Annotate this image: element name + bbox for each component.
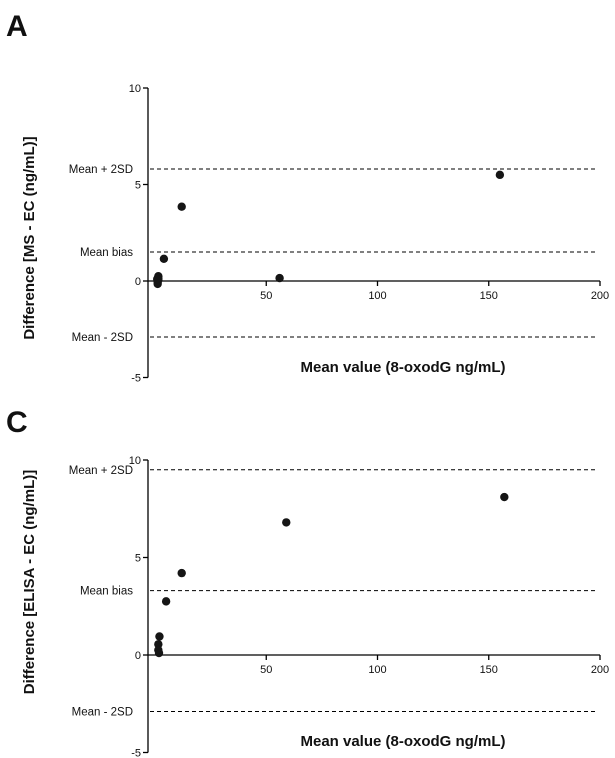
- panel-c-data-point-2: [177, 568, 186, 578]
- panel-c-ytick-label-2: 5: [135, 553, 141, 565]
- panel-c-xtick-label-1: 100: [368, 664, 386, 676]
- panel-a-plot-area: Mean + 2SD Mean bias Mean - 2SD -5 0 5 10 50 100…: [69, 83, 609, 385]
- panel-a-refline-label-2: Mean - 2SD: [72, 332, 133, 344]
- panel-c-refline-label-0: Mean + 2SD: [69, 465, 133, 477]
- panel-c-ytick-label-0: -5: [131, 748, 141, 758]
- panel-a-data-point-2: [159, 254, 169, 264]
- panel-a-xlabel: Mean value (8-oxodG ng/mL): [300, 359, 505, 376]
- panel-a-xtick-label-1: 100: [368, 290, 386, 302]
- panel-c-ylabel: Difference [ELISA - EC (ng/mL)]: [21, 470, 38, 694]
- panel-a-data-point-1: [177, 202, 186, 211]
- panel-c-ytick-label-1: 0: [135, 650, 141, 662]
- panel-a-ytick-label-3: 10: [129, 83, 141, 95]
- panel-c-refline-label-1: Mean bias: [80, 586, 133, 598]
- panel-a-ylabel: Difference [MS - EC (ng/mL)]: [21, 136, 38, 339]
- panel-c-data-point-0: [500, 492, 509, 502]
- panel-c: C Difference [ELISA - EC (ng/mL)] Mean v…: [6, 406, 609, 758]
- panel-a-ytick-label-2: 5: [135, 180, 141, 192]
- panel-c-data-point-7: [154, 648, 164, 658]
- panel-c-plot-area: Mean + 2SD Mean bias Mean - 2SD -5 0 5 10 50 100…: [69, 455, 609, 758]
- panel-a-xtick-label-3: 200: [591, 290, 609, 302]
- panel-a-refline-label-1: Mean bias: [80, 247, 133, 259]
- panel-c-xtick-label-3: 200: [591, 664, 609, 676]
- panel-a-letter: A: [6, 10, 28, 43]
- panel-a-data-point-0: [495, 170, 505, 180]
- panel-c-data-point-4: [155, 632, 164, 641]
- panel-c-refline-label-2: Mean - 2SD: [72, 707, 133, 719]
- panel-a-data-point-8: [153, 274, 162, 284]
- panel-c-data-point-5: [154, 640, 163, 649]
- panel-c-xtick-label-2: 150: [480, 664, 498, 676]
- panel-c-xtick-label-0: 50: [260, 664, 272, 676]
- panel-a-data-point-9: [275, 273, 284, 283]
- panel-a-ytick-label-1: 0: [135, 276, 141, 288]
- panel-a-xtick-label-0: 50: [260, 290, 272, 302]
- panel-a: A Difference [MS - EC (ng/mL)] Mean valu…: [6, 10, 609, 385]
- panel-c-letter: C: [6, 406, 28, 439]
- panel-c-data-point-1: [282, 518, 291, 527]
- panel-c-xlabel: Mean value (8-oxodG ng/mL): [300, 733, 505, 750]
- panel-c-data-point-3: [161, 597, 171, 606]
- panel-a-xtick-label-2: 150: [480, 290, 498, 302]
- panel-a-ytick-label-0: -5: [131, 373, 141, 385]
- panel-a-refline-label-0: Mean + 2SD: [69, 164, 133, 176]
- panel-c-ytick-label-3: 10: [129, 455, 141, 467]
